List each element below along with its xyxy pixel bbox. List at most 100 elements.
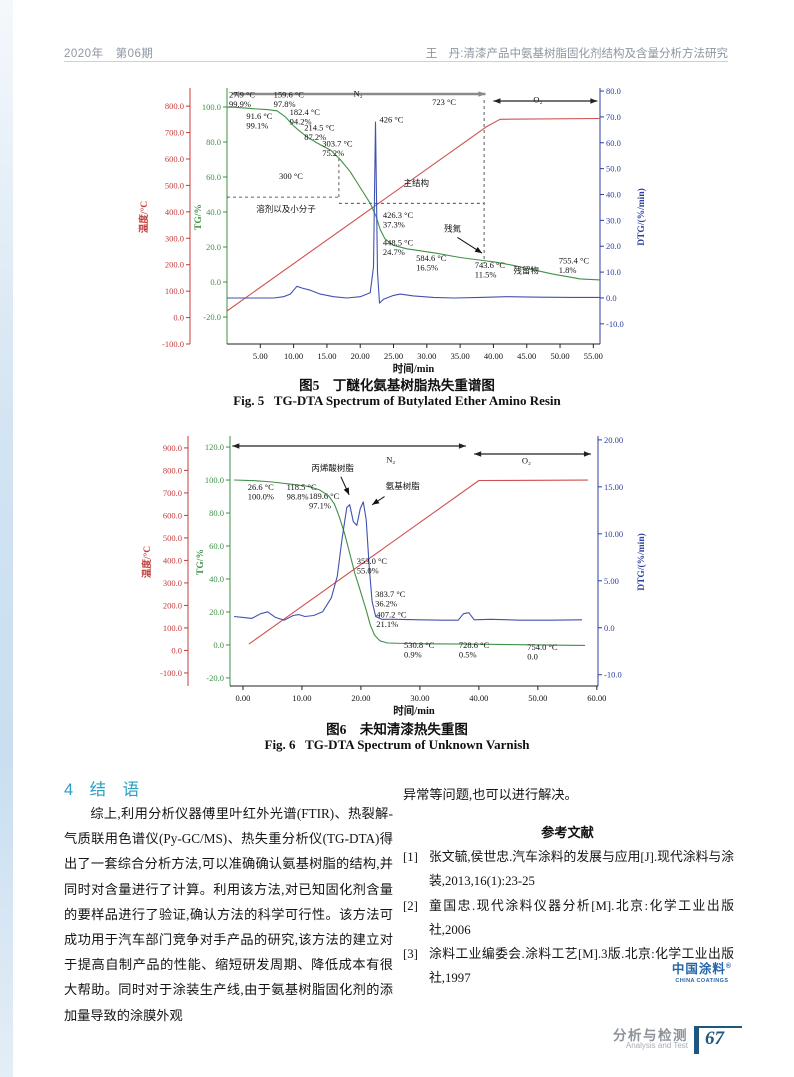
svg-text:0.0: 0.0 [213, 640, 224, 650]
svg-text:754.0 °C: 754.0 °C [527, 642, 558, 652]
svg-text:584.6 °C: 584.6 °C [416, 253, 447, 263]
svg-text:0.9%: 0.9% [404, 650, 422, 660]
svg-text:0.5%: 0.5% [459, 650, 477, 660]
svg-text:200.0: 200.0 [165, 260, 184, 270]
reference-item: [3] 涂料工业编委会.涂料工艺[M].3版.北京:化学工业出版社,1997 [403, 942, 734, 991]
svg-text:91.6 °C: 91.6 °C [246, 111, 272, 121]
fig5-tg-dta-chart: 800.0 700.0 600.0 500.0 400.0 300.0 200.0 100.0… [90, 82, 670, 389]
svg-text:182.4 °C: 182.4 °C [290, 107, 321, 117]
svg-text:DTG/(%/min): DTG/(%/min) [636, 188, 647, 246]
svg-text:N₂: N₂ [386, 455, 395, 465]
svg-text:40.00: 40.00 [484, 351, 503, 361]
svg-text:60.0: 60.0 [606, 138, 621, 148]
svg-text:O₂: O₂ [533, 95, 542, 105]
svg-text:30.0: 30.0 [606, 215, 621, 225]
svg-text:20.00: 20.00 [351, 351, 370, 361]
svg-text:98.8%: 98.8% [287, 491, 309, 501]
svg-text:15.00: 15.00 [604, 482, 623, 492]
fig5-caption-en: Fig. 5 TG-DTA Spectrum of Butylated Ethe… [233, 393, 561, 408]
svg-text:37.3%: 37.3% [383, 220, 405, 230]
svg-text:159.6 °C: 159.6 °C [274, 89, 305, 99]
issue-info: 2020年 第06期 [64, 48, 154, 60]
reference-item: [2] 童国忠.现代涂料仪器分析[M].北京:化学工业出版社,2006 [403, 894, 734, 943]
svg-text:426 °C: 426 °C [380, 115, 404, 125]
svg-text:27.9 °C: 27.9 °C [229, 89, 255, 99]
svg-text:0.0: 0.0 [171, 645, 182, 655]
svg-text:0.0: 0.0 [606, 293, 617, 303]
header-rule [64, 61, 728, 62]
svg-text:80.0: 80.0 [606, 86, 621, 96]
svg-text:70.0: 70.0 [606, 112, 621, 122]
body-paragraph-right: 异常等问题,也可以进行解决。 [403, 787, 578, 802]
svg-text:残氮: 残氮 [444, 223, 462, 233]
svg-text:时间/min: 时间/min [393, 704, 435, 717]
svg-text:900.0: 900.0 [163, 443, 182, 453]
svg-text:温度/°C: 温度/°C [141, 546, 153, 578]
page-number-badge: 67 [694, 1026, 742, 1056]
reference-text: 涂料工业编委会.涂料工艺[M].3版.北京:化学工业出版社,1997 [429, 947, 734, 986]
svg-text:0.0: 0.0 [210, 277, 221, 287]
svg-text:0.0: 0.0 [604, 623, 615, 633]
svg-text:10.00: 10.00 [284, 351, 303, 361]
svg-text:100.0: 100.0 [163, 623, 182, 633]
svg-text:TG/%: TG/% [196, 549, 206, 575]
svg-text:99.9%: 99.9% [229, 99, 251, 109]
svg-text:80.0: 80.0 [209, 508, 224, 518]
svg-text:97.8%: 97.8% [274, 99, 296, 109]
svg-text:20.0: 20.0 [209, 607, 224, 617]
svg-text:728.6 °C: 728.6 °C [459, 640, 490, 650]
svg-text:21.1%: 21.1% [376, 619, 398, 629]
svg-text:300.0: 300.0 [163, 578, 182, 588]
svg-text:200.0: 200.0 [163, 600, 182, 610]
svg-text:80.0: 80.0 [206, 137, 221, 147]
svg-text:87.2%: 87.2% [304, 132, 326, 142]
svg-text:30.00: 30.00 [417, 351, 436, 361]
logo-text-en: CHINA COATINGS [675, 978, 729, 984]
svg-text:主结构: 主结构 [404, 178, 430, 188]
svg-text:214.5 °C: 214.5 °C [304, 123, 335, 133]
svg-text:743.6 °C: 743.6 °C [475, 260, 506, 270]
svg-text:TG/%: TG/% [194, 204, 204, 230]
svg-text:55.0%: 55.0% [357, 566, 379, 576]
svg-text:400.0: 400.0 [165, 207, 184, 217]
svg-text:530.8 °C: 530.8 °C [404, 640, 435, 650]
svg-text:100.0: 100.0 [205, 475, 224, 485]
svg-text:300 °C: 300 °C [279, 171, 303, 181]
reference-item: [1] 张文毓,侯世忠.汽车涂料的发展与应用[J].现代涂料与涂装,2013,1… [403, 845, 734, 894]
reference-marker: [3] [403, 947, 418, 962]
svg-text:30.00: 30.00 [410, 693, 429, 703]
svg-text:448.5 °C: 448.5 °C [383, 237, 414, 247]
svg-text:100.0: 100.0 [165, 286, 184, 296]
svg-text:55.00: 55.00 [584, 351, 603, 361]
svg-text:189.6 °C: 189.6 °C [309, 491, 340, 501]
svg-text:温度/°C: 温度/°C [138, 201, 150, 233]
references-heading: 参考文献 [541, 825, 594, 840]
svg-text:-100.0: -100.0 [160, 668, 182, 678]
svg-text:500.0: 500.0 [165, 180, 184, 190]
svg-text:N₂: N₂ [354, 88, 363, 98]
page-number: 67 [705, 1028, 724, 1049]
reference-marker: [2] [403, 898, 418, 913]
svg-text:36.2%: 36.2% [375, 599, 397, 609]
svg-text:50.0: 50.0 [606, 164, 621, 174]
svg-text:426.3 °C: 426.3 °C [383, 210, 414, 220]
svg-text:60.0: 60.0 [206, 172, 221, 182]
svg-text:600.0: 600.0 [165, 154, 184, 164]
svg-text:40.00: 40.00 [469, 693, 488, 703]
svg-text:120.0: 120.0 [205, 442, 224, 452]
svg-text:40.0: 40.0 [206, 207, 221, 217]
svg-text:-20.0: -20.0 [203, 312, 221, 322]
body-paragraph-left: 综上,利用分析仪器傅里叶红外光谱(FTIR)、热裂解-气质联用色谱仪(Py-GC… [64, 806, 393, 1023]
svg-text:溶剂以及小分子: 溶剂以及小分子 [256, 204, 316, 214]
section-heading: 4 结 语 [64, 781, 140, 799]
svg-text:300.0: 300.0 [165, 233, 184, 243]
reference-marker: [1] [403, 850, 418, 864]
page-number-bar [694, 1028, 699, 1054]
svg-text:500.0: 500.0 [163, 533, 182, 543]
china-coatings-logo: 中国涂料® CHINA COATINGS [672, 958, 732, 984]
svg-text:40.0: 40.0 [606, 189, 621, 199]
svg-text:10.00: 10.00 [292, 693, 311, 703]
svg-text:24.7%: 24.7% [383, 247, 405, 257]
svg-text:DTG/(%/min): DTG/(%/min) [636, 533, 647, 591]
